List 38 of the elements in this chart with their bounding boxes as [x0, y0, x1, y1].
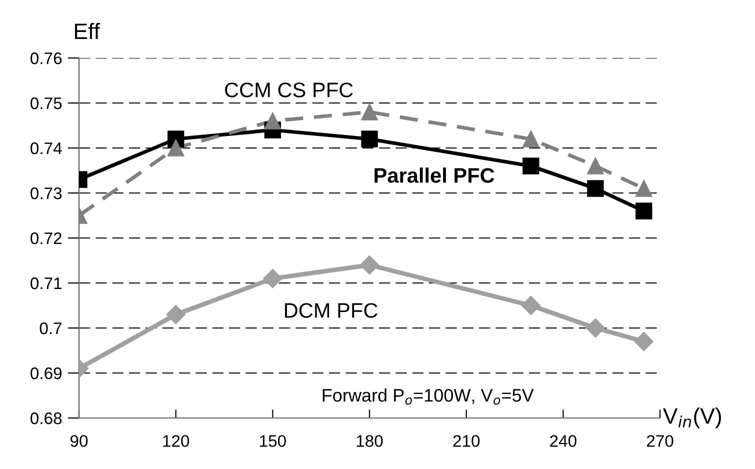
y-tick-label: 0.74: [30, 142, 62, 154]
series-label: DCM PFC: [285, 303, 378, 318]
point: [361, 104, 378, 120]
point: [360, 255, 380, 275]
point: [166, 304, 186, 324]
point: [636, 202, 652, 220]
y-tick-label: 0.71: [30, 277, 62, 290]
point: [263, 268, 282, 288]
x-tick-label: 210: [453, 435, 480, 447]
x-tick-label: 90: [70, 435, 88, 447]
point: [522, 158, 540, 174]
x-tick-label: 120: [163, 435, 190, 447]
x-tick-label: 270: [646, 435, 674, 447]
point: [587, 158, 604, 174]
x-tick-label: 150: [260, 435, 286, 447]
y-tick-label: 0.76: [30, 52, 62, 64]
y-tick-label: 0.69: [30, 367, 62, 380]
point: [634, 332, 654, 352]
point: [587, 180, 604, 197]
y-tick-label: 0.68: [30, 412, 62, 424]
point: [586, 318, 605, 338]
x-tick-label: 240: [550, 435, 576, 447]
y-tick-label: 0.7: [40, 322, 62, 334]
series-label: CCM CS PFC: [225, 82, 353, 98]
point: [264, 112, 281, 130]
point: [636, 180, 652, 197]
series-label: Parallel PFC: [374, 168, 494, 183]
point: [521, 296, 540, 316]
point: [168, 140, 184, 156]
x-tick-label: 180: [356, 435, 383, 447]
y-axis-title: Eff: [75, 22, 100, 39]
y-tick-label: 0.72: [30, 232, 62, 244]
annotation: Forward P$_{o}$=100W, V$_{o}$=5V: [322, 388, 534, 405]
y-tick-label: 0.73: [30, 187, 62, 200]
point: [522, 130, 540, 148]
x-axis-title: V$_{in}$(V): [663, 408, 721, 428]
point: [361, 130, 378, 148]
y-tick-label: 0.75: [30, 97, 62, 110]
